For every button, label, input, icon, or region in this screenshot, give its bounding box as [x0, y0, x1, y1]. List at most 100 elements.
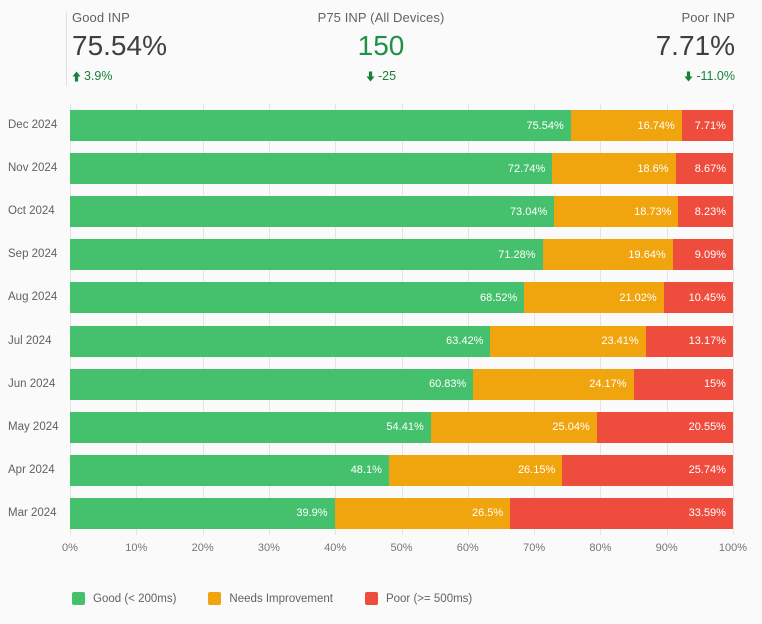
- bar-segment-good[interactable]: 54.41%: [70, 411, 431, 443]
- scorecard-value: 150: [357, 30, 405, 61]
- bar-row: 54.41% 25.04% 20.55%: [70, 411, 733, 443]
- category-label: Mar 2024: [8, 506, 57, 519]
- arrow-down-icon: [684, 71, 693, 82]
- scorecard-delta: 3.9%: [72, 69, 167, 83]
- legend-label: Poor (>= 500ms): [385, 592, 473, 605]
- arrow-down-icon: [366, 71, 375, 82]
- scorecard-label: Poor INP: [681, 10, 735, 25]
- scorecard-delta-value: -11.0%: [696, 69, 735, 84]
- category-label: Dec 2024: [8, 119, 58, 132]
- x-axis-tick-label: 30%: [257, 542, 280, 554]
- x-axis: 0% 10% 20% 30% 40% 50% 60% 70% 80% 90% 100%: [62, 542, 747, 556]
- bar-value-label: 13.17%: [688, 335, 726, 348]
- bar-value-label: 25.04%: [552, 421, 590, 434]
- bar-segment-good[interactable]: 60.83%: [70, 368, 474, 400]
- bar-value-label: 23.41%: [601, 335, 639, 348]
- bar-segment-needs-improvement[interactable]: 18.6%: [552, 153, 676, 185]
- category-label: Oct 2024: [8, 205, 55, 218]
- x-axis-tick-label: 0%: [62, 542, 78, 554]
- bar-value-label: 24.17%: [589, 378, 627, 391]
- gridline: [534, 104, 536, 535]
- x-axis-tick-label: 20%: [191, 542, 214, 554]
- bar-row: 68.52% 21.02% 10.45%: [70, 282, 733, 314]
- bar-segment-needs-improvement[interactable]: 26.5%: [334, 497, 511, 529]
- legend-label: Needs Improvement: [229, 592, 333, 605]
- gridline: [202, 104, 204, 535]
- bar-segment-good[interactable]: 73.04%: [70, 196, 555, 228]
- scorecard: Poor INP 7.71% -11.0%: [656, 10, 735, 83]
- bar-segment-poor[interactable]: 13.17%: [645, 325, 733, 357]
- bar-value-label: 26.5%: [472, 507, 504, 520]
- bar-segment-needs-improvement[interactable]: 21.02%: [524, 282, 664, 314]
- category-label: Jun 2024: [8, 377, 56, 390]
- legend-item-poor[interactable]: Poor (>= 500ms): [364, 592, 473, 605]
- bar-value-label: 8.67%: [694, 162, 726, 175]
- bar-row: 73.04% 18.73% 8.23%: [70, 196, 733, 228]
- bar-value-label: 21.02%: [619, 291, 657, 304]
- legend-item-needs-improvement[interactable]: Needs Improvement: [208, 592, 333, 605]
- scorecard-delta-value: 3.9%: [84, 69, 113, 84]
- scorecard-label: Good INP: [72, 10, 130, 25]
- bar-segment-needs-improvement[interactable]: 16.74%: [570, 110, 682, 142]
- x-axis-tick-label: 50%: [390, 542, 413, 554]
- x-axis-tick-label: 40%: [324, 542, 347, 554]
- bar-segment-poor[interactable]: 7.71%: [681, 110, 733, 142]
- bar-value-label: 60.83%: [428, 378, 467, 391]
- x-axis-tick-label: 90%: [655, 542, 678, 554]
- bar-value-label: 18.6%: [637, 162, 669, 175]
- bar-segment-needs-improvement[interactable]: 25.04%: [430, 411, 597, 443]
- bar-segment-good[interactable]: 68.52%: [70, 282, 525, 314]
- bar-segment-poor[interactable]: 33.59%: [510, 497, 733, 529]
- gridline: [335, 104, 337, 535]
- scorecard-delta-value: -25: [377, 69, 397, 84]
- legend-swatch: [72, 592, 85, 605]
- bar-segment-poor[interactable]: 10.45%: [663, 282, 733, 314]
- bar-segment-needs-improvement[interactable]: 18.73%: [554, 196, 679, 228]
- bar-value-label: 75.54%: [526, 119, 564, 132]
- bar-value-label: 63.42%: [446, 335, 484, 348]
- bar-segment-poor[interactable]: 15%: [633, 368, 733, 400]
- scorecard: P75 INP (All Devices) 150 -25: [256, 10, 506, 83]
- bar-value-label: 19.64%: [628, 248, 666, 261]
- category-label: Apr 2024: [8, 463, 55, 476]
- bar-value-label: 26.15%: [517, 464, 556, 477]
- header-divider: [66, 12, 67, 86]
- category-label: Nov 2024: [8, 162, 58, 175]
- bar-segment-good[interactable]: 71.28%: [70, 239, 543, 271]
- legend-item-good[interactable]: Good (< 200ms): [72, 592, 176, 605]
- category-label: Jul 2024: [8, 334, 52, 347]
- bar-value-label: 39.9%: [296, 507, 328, 520]
- bar-segment-needs-improvement[interactable]: 24.17%: [473, 368, 634, 400]
- bar-segment-poor[interactable]: 20.55%: [596, 411, 733, 443]
- category-labels: Dec 2024 Nov 2024 Oct 2024 Sep 2024 Aug 2024…: [8, 104, 68, 535]
- bar-segment-poor[interactable]: 8.67%: [675, 153, 733, 185]
- plot-area: 75.54% 16.74% 7.71% 72.74% 18.6% 8.67% 73.04% 1…: [70, 104, 734, 535]
- category-label: Aug 2024: [8, 291, 58, 304]
- x-axis-tick-label: 10%: [125, 542, 148, 554]
- bar-value-label: 18.73%: [634, 205, 672, 218]
- bar-segment-good[interactable]: 75.54%: [70, 110, 571, 142]
- scorecard-delta: -25: [256, 69, 506, 83]
- gridline: [467, 104, 469, 535]
- bar-segment-good[interactable]: 48.1%: [70, 454, 389, 486]
- bar-segment-poor[interactable]: 8.23%: [678, 196, 733, 228]
- x-axis-tick-label: 70%: [523, 542, 546, 554]
- bar-segment-poor[interactable]: 9.09%: [672, 239, 733, 271]
- bar-segment-good[interactable]: 72.74%: [70, 153, 553, 185]
- x-axis-tick-label: 80%: [589, 542, 612, 554]
- scorecard-value: 75.54%: [72, 30, 167, 61]
- bar-segment-needs-improvement[interactable]: 19.64%: [542, 239, 673, 271]
- bar-segment-needs-improvement[interactable]: 23.41%: [490, 325, 646, 357]
- legend: Good (< 200ms) Needs Improvement Poor (>= …: [72, 592, 472, 605]
- scorecard-label: P75 INP (All Devices): [317, 10, 445, 25]
- bar-row: 72.74% 18.6% 8.67%: [70, 153, 733, 185]
- scorecard: Good INP 75.54% 3.9%: [72, 10, 167, 83]
- bar-segment-poor[interactable]: 25.74%: [562, 454, 733, 486]
- bar-segment-good[interactable]: 63.42%: [70, 325, 491, 357]
- bar-value-label: 16.74%: [637, 119, 675, 132]
- bar-value-label: 48.1%: [350, 464, 382, 477]
- bar-segment-needs-improvement[interactable]: 26.15%: [388, 454, 563, 486]
- bar-segment-good[interactable]: 39.9%: [70, 497, 335, 529]
- bar-row: 71.28% 19.64% 9.09%: [70, 239, 733, 271]
- bar-value-label: 20.55%: [688, 421, 726, 434]
